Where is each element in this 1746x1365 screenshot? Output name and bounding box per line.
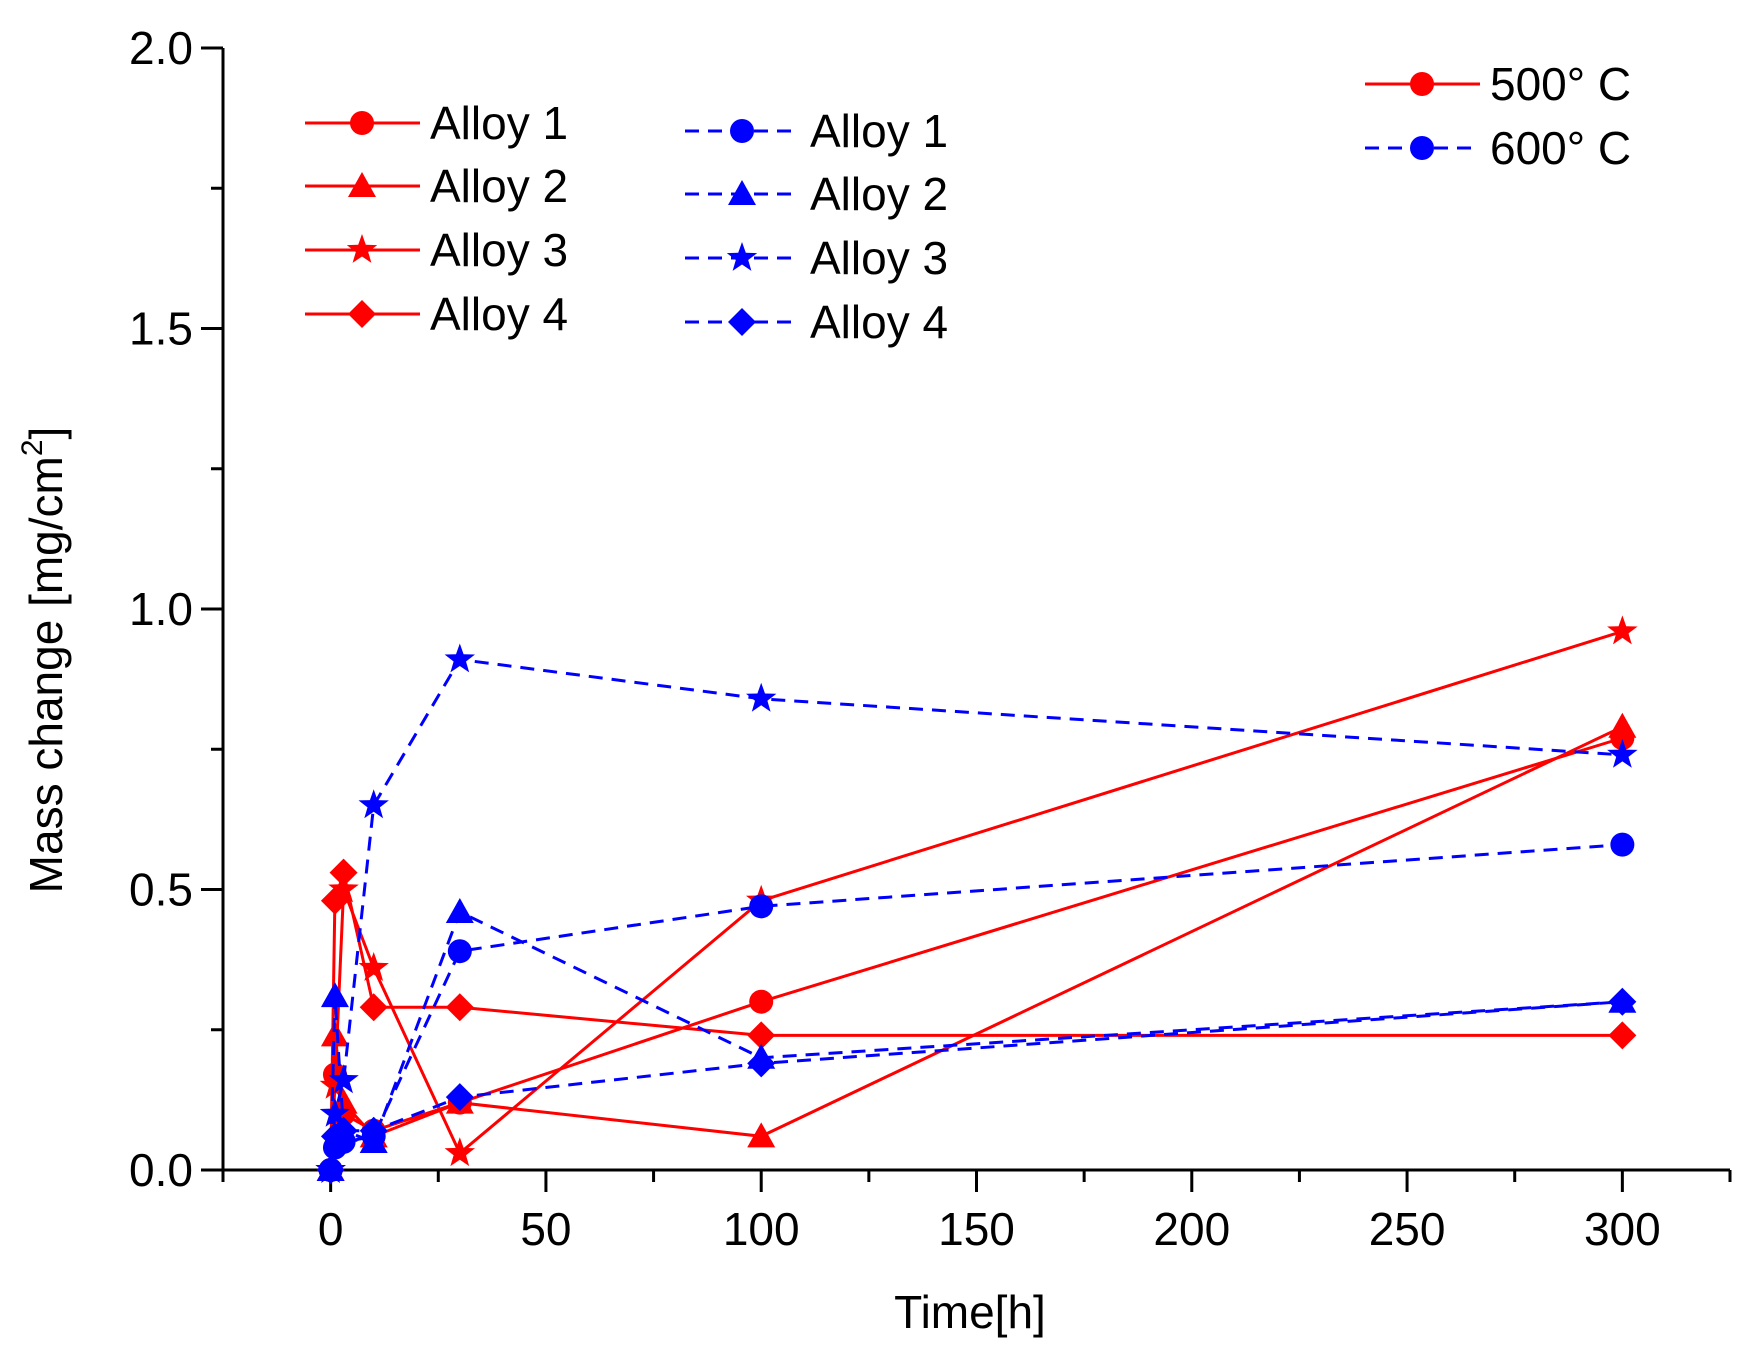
y-axis-title: Mass change [mg/cm2] (16, 427, 72, 894)
data-point (320, 1021, 349, 1047)
series-alloy-4-600c (316, 987, 1637, 1184)
data-point (1608, 712, 1637, 738)
series-alloy-4-500c (316, 858, 1637, 1184)
legend-marker (730, 119, 754, 143)
data-point (329, 858, 358, 887)
y-axis-title-close: ] (20, 427, 72, 440)
legend-500c-item: Alloy 4 (305, 288, 568, 340)
data-point (1608, 1021, 1637, 1050)
legend-label: 600° C (1490, 122, 1631, 174)
y-tick-label: 1.0 (129, 583, 193, 635)
data-point (445, 993, 474, 1022)
x-tick-label: 50 (520, 1203, 571, 1255)
y-tick-label: 2.0 (129, 22, 193, 74)
data-point (444, 1137, 475, 1167)
data-point (444, 643, 475, 673)
data-point (328, 1064, 359, 1094)
legend-600c-item: Alloy 3 (685, 232, 948, 284)
data-point (319, 1069, 351, 1099)
data-point (447, 939, 472, 964)
legend-marker (346, 234, 378, 263)
legend-marker (726, 242, 758, 271)
data-point (328, 873, 359, 903)
data-point (359, 1116, 388, 1145)
data-point (359, 993, 388, 1022)
data-point (746, 682, 777, 712)
y-tick-label: 1.5 (129, 303, 193, 355)
legend-label: Alloy 3 (430, 224, 568, 276)
series-alloy-2-600c (316, 897, 1637, 1181)
data-point (747, 1049, 776, 1078)
legend-marker (1410, 72, 1434, 96)
data-point (1608, 987, 1637, 1016)
legend-marker (728, 308, 756, 336)
y-tick-label: 0.0 (129, 1144, 193, 1196)
x-tick-label: 300 (1584, 1203, 1661, 1255)
legend-600c-item: Alloy 2 (685, 168, 948, 220)
series-alloy-3-600c (315, 643, 1638, 1183)
legend-600c-item: Alloy 4 (685, 296, 948, 348)
series-alloy-1-600c (318, 832, 1635, 1182)
legend-temp-500: 500° C (1365, 58, 1631, 110)
series-line (329, 736, 1623, 1171)
legend-500c-item: Alloy 2 (305, 160, 568, 212)
series-alloy-3-500c (315, 615, 1638, 1183)
data-point (358, 789, 389, 819)
legend-marker (728, 180, 756, 205)
data-point (320, 886, 349, 915)
x-tick-label: 0 (318, 1203, 344, 1255)
legend-marker (348, 172, 376, 197)
data-point (319, 1097, 351, 1127)
series-line (329, 866, 1623, 1171)
series-alloy-2-500c (316, 712, 1637, 1181)
data-point (1610, 832, 1635, 857)
y-tick-label: 0.5 (129, 864, 193, 916)
legend-500c-item: Alloy 1 (305, 97, 568, 149)
x-tick-label: 150 (938, 1203, 1015, 1255)
legend-marker (350, 111, 374, 135)
series-line (329, 725, 1624, 1171)
series-alloy-1-500c (318, 726, 1635, 1182)
series-layer (315, 615, 1638, 1184)
legend-marker (348, 300, 376, 328)
legend-temp-600: 600° C (1365, 122, 1631, 174)
series-line (329, 843, 1623, 1171)
data-point (445, 897, 474, 923)
x-axis-title: Time[h] (894, 1286, 1046, 1338)
legend-label: Alloy 3 (810, 232, 948, 284)
data-point (1607, 738, 1638, 768)
data-point (320, 982, 349, 1008)
data-point (1607, 615, 1638, 645)
data-point (747, 1021, 776, 1050)
y-axis-title-superscript: 2 (16, 439, 49, 456)
data-point (329, 1116, 358, 1145)
legend-label: Alloy 2 (810, 168, 948, 220)
legend: Alloy 1 Alloy 2 Alloy 3 Alloy 4 Alloy 1 Alloy… (305, 58, 1631, 348)
x-tick-label: 200 (1153, 1203, 1230, 1255)
legend-label: Alloy 1 (430, 97, 568, 149)
legend-label: Alloy 4 (810, 296, 948, 348)
axes: 0.0 0.5 1.0 1.5 2.0 0 50 100 150 200 250 300 (129, 22, 1732, 1255)
legend-label: Alloy 2 (430, 160, 568, 212)
legend-label: Alloy 1 (810, 105, 948, 157)
series-line (329, 1000, 1623, 1171)
y-axis-title-main: Mass change [mg/cm (20, 456, 72, 893)
data-point (747, 1122, 776, 1148)
data-point (445, 1083, 474, 1112)
legend-marker (1410, 136, 1434, 160)
x-tick-label: 100 (723, 1203, 800, 1255)
series-line (329, 657, 1623, 1171)
legend-label: 500° C (1490, 58, 1631, 110)
data-point (358, 952, 389, 981)
data-point (749, 894, 774, 919)
legend-500c-item: Alloy 3 (305, 224, 568, 276)
data-point (316, 1156, 345, 1184)
legend-600c-item: Alloy 1 (685, 105, 948, 157)
data-point (749, 989, 774, 1014)
x-tick-label: 250 (1369, 1203, 1446, 1255)
series-line (329, 909, 1623, 1171)
legend-label: Alloy 4 (430, 288, 568, 340)
